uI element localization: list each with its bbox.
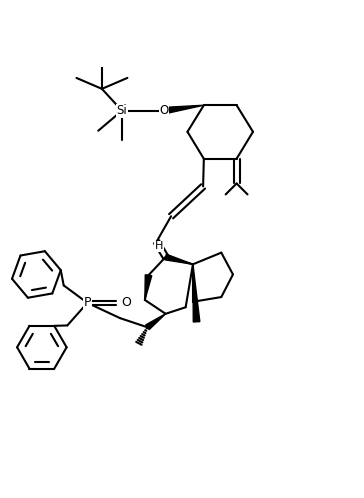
Text: O: O xyxy=(159,104,169,117)
Polygon shape xyxy=(146,314,166,330)
Polygon shape xyxy=(165,254,193,264)
Polygon shape xyxy=(193,264,200,322)
Text: H: H xyxy=(155,241,163,251)
Polygon shape xyxy=(145,275,152,300)
Text: P: P xyxy=(84,296,91,309)
Text: Si: Si xyxy=(116,104,127,117)
Text: O: O xyxy=(121,296,131,309)
Polygon shape xyxy=(163,105,204,114)
